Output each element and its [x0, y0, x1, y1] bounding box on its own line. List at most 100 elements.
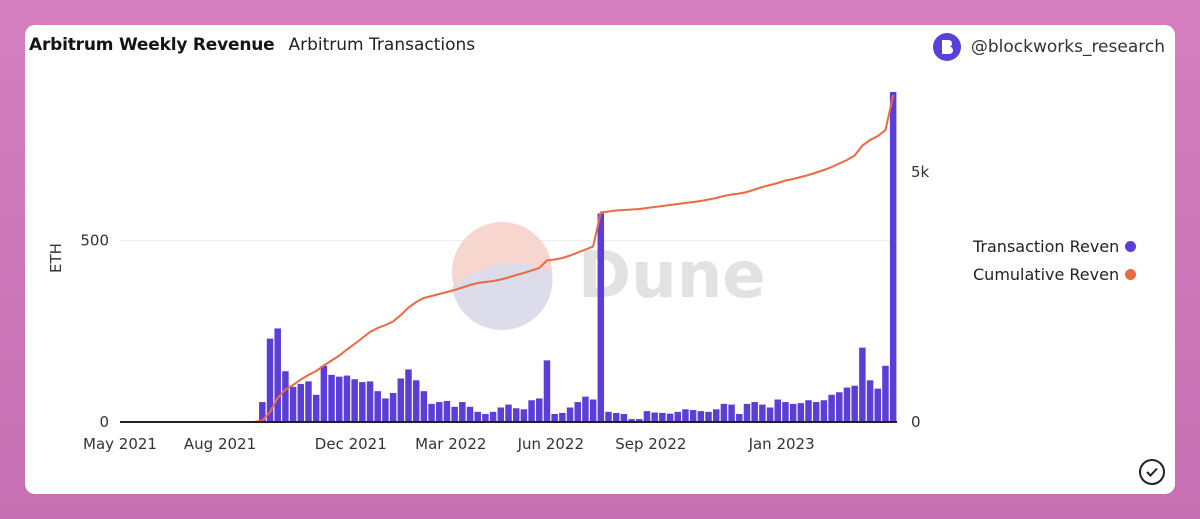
bar	[589, 399, 597, 422]
bar	[866, 380, 874, 422]
bar	[397, 378, 405, 422]
bar	[551, 414, 558, 422]
bar	[805, 400, 812, 422]
bar	[582, 396, 589, 422]
author-attribution[interactable]: @blockworks_research	[932, 33, 1165, 61]
bar	[351, 379, 358, 422]
bar	[628, 419, 635, 422]
bar	[720, 403, 728, 422]
bar	[659, 412, 666, 422]
bar	[743, 403, 751, 422]
bar	[712, 409, 720, 422]
chart-header: Arbitrum Weekly Revenue Arbitrum Transac…	[29, 35, 475, 61]
bar	[766, 407, 774, 422]
legend: Transaction Reven Cumulative Reven	[973, 232, 1137, 288]
bar	[682, 409, 689, 422]
legend-dot-transaction	[1125, 240, 1137, 252]
author-avatar-icon	[932, 33, 961, 61]
bar	[312, 394, 320, 422]
bar	[566, 407, 574, 422]
bar	[774, 399, 782, 422]
bar	[736, 414, 743, 422]
x-tick-labels: May 2021 Aug 2021 Dec 2021 Mar 2022 Jun 2022…	[83, 435, 815, 453]
bar	[474, 411, 481, 422]
bar	[320, 365, 328, 422]
bar	[389, 392, 397, 422]
dune-watermark: Dune	[452, 222, 766, 331]
author-handle[interactable]: @blockworks_research	[970, 37, 1165, 57]
bar	[359, 382, 366, 422]
bar	[405, 369, 412, 422]
bar	[836, 392, 843, 422]
bar	[282, 371, 289, 422]
chart-subtitle: Arbitrum Transactions	[288, 35, 476, 55]
legend-item-cumulative[interactable]: Cumulative Reven	[973, 260, 1137, 288]
bar	[612, 412, 620, 422]
watermark-text: Dune	[578, 239, 766, 313]
bar	[797, 403, 805, 422]
chart-card: Arbitrum Weekly Revenue Arbitrum Transac…	[25, 25, 1175, 494]
bar	[336, 376, 343, 422]
bar	[705, 411, 712, 422]
x-tick-label: May 2021	[83, 435, 157, 453]
y-tick-label: 0	[99, 413, 109, 431]
bar	[497, 407, 505, 422]
bar	[728, 404, 735, 422]
x-tick-label: Mar 2022	[415, 435, 486, 453]
bar	[328, 374, 335, 422]
bar	[643, 411, 651, 422]
y-tick-labels: 0 500	[80, 232, 109, 431]
legend-item-transaction[interactable]: Transaction Reven	[973, 232, 1137, 260]
bar	[559, 412, 566, 422]
bar	[812, 402, 820, 422]
bar	[297, 383, 305, 422]
bar	[843, 387, 851, 422]
bar	[689, 410, 697, 422]
bar-series	[259, 92, 897, 422]
y-tick-label: 500	[80, 232, 109, 250]
bar	[789, 403, 797, 422]
bar	[543, 360, 551, 422]
x-tick-label: Aug 2021	[184, 435, 256, 453]
bar	[343, 375, 351, 422]
bar	[520, 409, 528, 422]
bar	[820, 400, 828, 422]
bar	[466, 406, 474, 422]
bar	[636, 419, 643, 422]
bar	[289, 386, 297, 422]
bar	[528, 400, 535, 422]
bar	[374, 391, 381, 422]
bar	[782, 402, 789, 422]
bar	[420, 391, 428, 422]
y2-tick-label: 0	[911, 413, 921, 431]
bar	[597, 213, 605, 422]
bar	[759, 404, 766, 422]
bar	[697, 411, 705, 422]
bar	[882, 365, 889, 422]
bar	[451, 406, 458, 422]
legend-label-transaction: Transaction Reven	[973, 236, 1120, 256]
bar	[366, 381, 374, 422]
bar	[874, 388, 882, 422]
bar	[266, 338, 274, 422]
bar	[674, 411, 681, 422]
bar	[412, 380, 420, 422]
bar	[620, 414, 628, 422]
bar	[382, 398, 389, 422]
chart-title: Arbitrum Weekly Revenue	[29, 35, 275, 55]
bar	[889, 92, 897, 422]
bar	[489, 411, 497, 422]
bar	[259, 402, 266, 422]
bar	[605, 411, 612, 422]
bar	[751, 402, 758, 422]
verified-check-icon[interactable]	[1139, 459, 1165, 485]
y-axis-label: ETH	[47, 243, 65, 273]
x-tick-label: Sep 2022	[615, 435, 686, 453]
bar	[505, 404, 512, 422]
watermark-circle-bottom	[452, 263, 553, 331]
bar	[428, 403, 435, 422]
bar	[482, 414, 489, 422]
bar	[459, 402, 466, 422]
x-tick-label: Dec 2021	[315, 435, 387, 453]
x-tick-label: Jun 2022	[517, 435, 584, 453]
